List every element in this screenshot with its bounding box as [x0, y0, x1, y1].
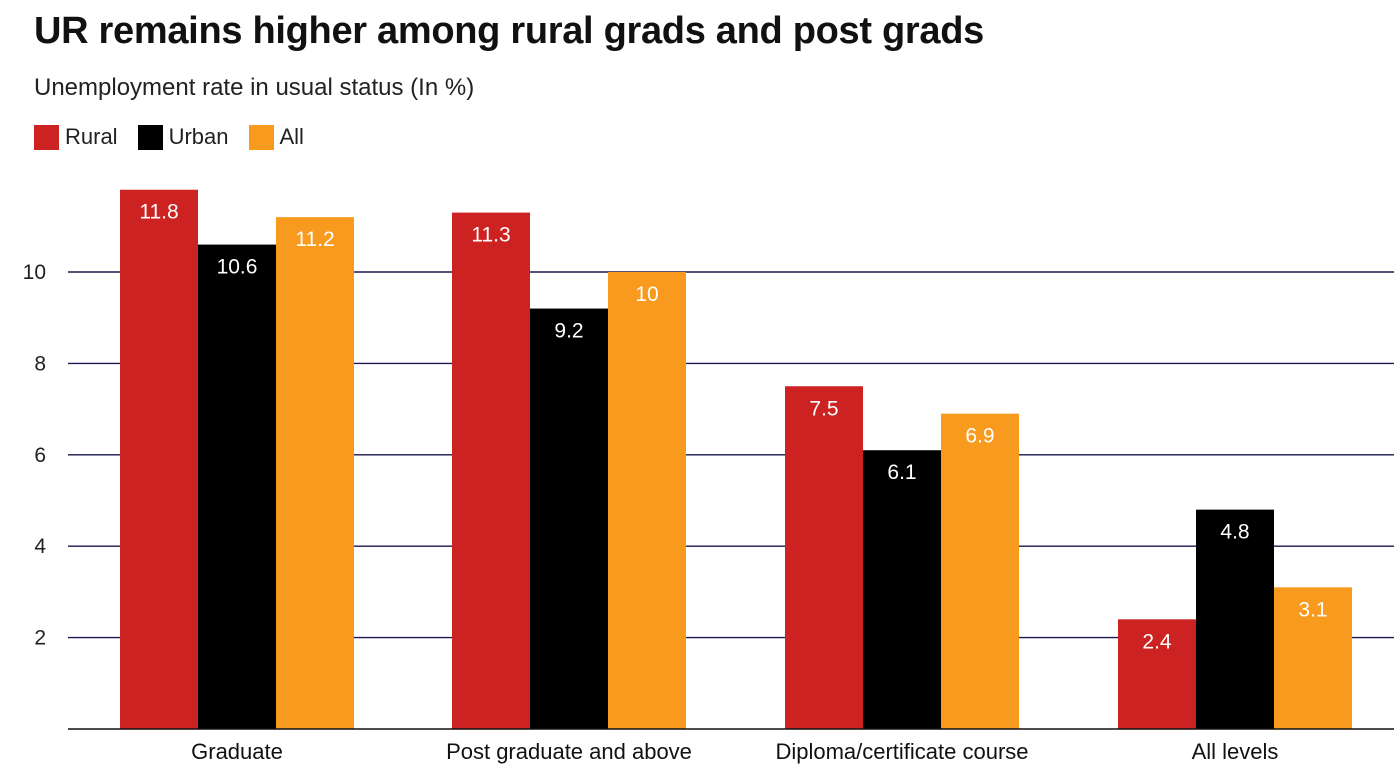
data-label-all-1: 10	[635, 283, 658, 306]
bar-urban-2	[863, 450, 941, 729]
legend-swatch-all	[248, 124, 274, 150]
data-label-rural-1: 11.3	[471, 224, 510, 247]
chart-subtitle: Unemployment rate in usual status (In %)	[34, 74, 475, 101]
chart-title: UR remains higher among rural grads and …	[34, 10, 984, 52]
y-tick-label-10: 10	[23, 261, 46, 284]
data-label-urban-0: 10.6	[217, 256, 258, 279]
bar-all-2	[941, 413, 1019, 729]
data-label-all-2: 6.9	[965, 425, 994, 448]
x-tick-label-3: All levels	[1192, 739, 1279, 764]
bar-all-0	[276, 217, 354, 729]
y-tick-label-8: 8	[34, 352, 46, 375]
axes: 2 4 6 8 10 Graduate Post graduate and above Dip…	[23, 261, 1394, 764]
data-label-all-0: 11.2	[295, 228, 334, 251]
data-label-all-3: 3.1	[1298, 598, 1327, 621]
data-label-urban-1: 9.2	[554, 320, 583, 343]
legend-label-all: All	[279, 124, 304, 149]
bar-urban-1	[530, 308, 608, 729]
x-tick-label-1: Post graduate and above	[446, 739, 692, 764]
legend: Rural Urban All	[34, 124, 324, 150]
bars: 11.8 10.6 11.2 11.3 9.2 10 7.5 6.1 6.9 2.4 4.8 3.1	[120, 189, 1352, 730]
y-tick-label-2: 2	[34, 627, 46, 650]
legend-label-urban: Urban	[168, 124, 229, 149]
data-label-rural-3: 2.4	[1142, 630, 1172, 653]
bar-urban-3	[1196, 509, 1274, 729]
x-tick-label-2: Diploma/certificate course	[775, 739, 1028, 764]
bar-urban-0	[198, 244, 276, 729]
x-tick-label-0: Graduate	[191, 739, 283, 764]
data-label-rural-0: 11.8	[139, 201, 178, 224]
data-label-rural-2: 7.5	[809, 397, 838, 420]
bar-all-3	[1274, 587, 1352, 729]
legend-swatch-rural	[34, 124, 59, 150]
legend-label-rural: Rural	[65, 124, 118, 149]
y-tick-label-6: 6	[34, 444, 46, 467]
bar-rural-2	[785, 386, 863, 729]
bar-rural-3	[1118, 619, 1196, 729]
data-label-urban-3: 4.8	[1220, 521, 1249, 544]
legend-item-all: All	[248, 124, 304, 150]
legend-item-rural: Rural	[34, 124, 118, 150]
legend-item-urban: Urban	[137, 124, 229, 150]
data-label-urban-2: 6.1	[887, 461, 916, 484]
bar-all-1	[608, 272, 686, 729]
bar-rural-1	[452, 212, 530, 730]
bar-rural-0	[120, 189, 198, 730]
legend-swatch-urban	[137, 124, 163, 150]
y-tick-label-4: 4	[34, 535, 46, 558]
